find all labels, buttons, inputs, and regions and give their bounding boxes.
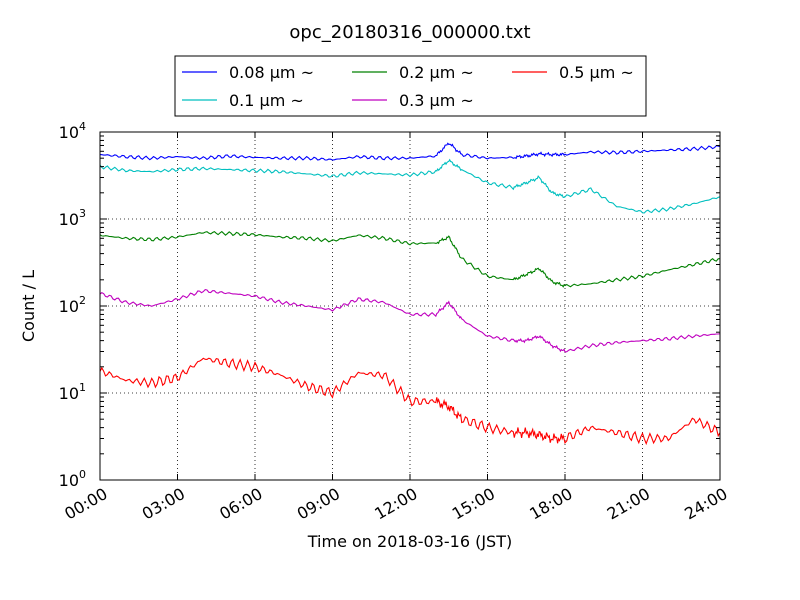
x-tick-label: 09:00 <box>294 484 343 524</box>
y-tick-exponent: 2 <box>79 294 86 307</box>
legend-label: 0.08 μm ~ <box>229 63 314 82</box>
x-tick-label: 06:00 <box>216 484 265 524</box>
x-tick-label: 15:00 <box>449 484 498 524</box>
x-tick-label: 18:00 <box>526 484 575 524</box>
series-line-0-5 <box>99 357 721 446</box>
series-line-0-3 <box>99 288 721 353</box>
series-line-0-08 <box>99 142 721 161</box>
x-axis-label: Time on 2018-03-16 (JST) <box>307 532 512 551</box>
legend-label: 0.3 μm ~ <box>399 91 474 110</box>
y-tick-exponent: 1 <box>79 381 86 394</box>
y-tick-label: 102 <box>59 294 86 316</box>
y-tick-exponent: 3 <box>79 207 86 220</box>
y-tick-base: 10 <box>59 123 79 142</box>
y-tick-label: 103 <box>59 207 86 229</box>
y-tick-base: 10 <box>59 210 79 229</box>
chart-title: opc_20180316_000000.txt <box>289 22 530 43</box>
x-tick-label: 03:00 <box>139 484 188 524</box>
legend: 0.08 μm ~ 0.1 μm ~ 0.2 μm ~ 0.3 μm ~ 0.5 μm … <box>174 55 647 117</box>
legend-label: 0.2 μm ~ <box>399 63 474 82</box>
x-tick-label: 21:00 <box>604 484 653 524</box>
x-tick-label: 12:00 <box>371 484 420 524</box>
series-lines <box>99 142 721 446</box>
x-tick-label: 24:00 <box>681 484 730 524</box>
y-tick-exponent: 0 <box>79 468 86 481</box>
legend-label: 0.1 μm ~ <box>229 91 304 110</box>
y-tick-base: 10 <box>59 471 79 490</box>
grid-lines <box>100 132 720 480</box>
y-tick-base: 10 <box>59 384 79 403</box>
legend-label: 0.5 μm ~ <box>559 63 634 82</box>
y-tick-exponent: 4 <box>79 120 86 133</box>
y-tick-label: 104 <box>59 120 86 142</box>
y-tick-label: 100 <box>59 468 86 490</box>
series-line-0-2 <box>99 230 721 288</box>
y-tick-label: 101 <box>59 381 86 403</box>
legend-frame <box>174 55 647 117</box>
y-axis-label: Count / L <box>19 270 38 342</box>
series-line-0-1 <box>99 158 721 214</box>
y-tick-base: 10 <box>59 297 79 316</box>
